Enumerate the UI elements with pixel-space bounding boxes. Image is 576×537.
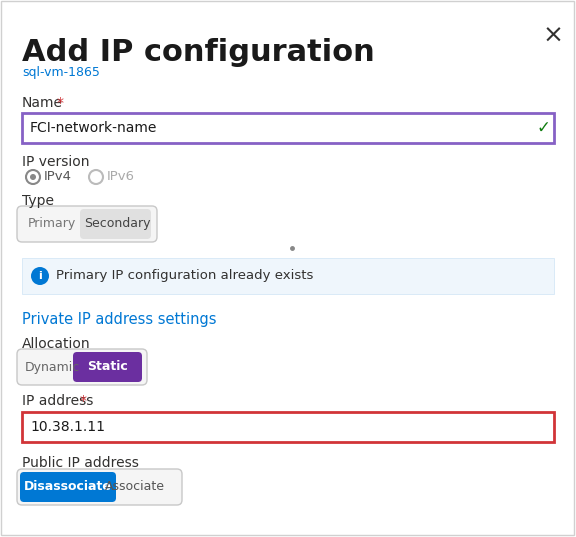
Text: 10.38.1.11: 10.38.1.11 bbox=[30, 420, 105, 434]
Circle shape bbox=[26, 170, 40, 184]
Text: Static: Static bbox=[88, 360, 128, 374]
FancyBboxPatch shape bbox=[80, 209, 151, 239]
Text: *: * bbox=[80, 394, 87, 408]
Text: Type: Type bbox=[22, 194, 54, 208]
Text: IPv4: IPv4 bbox=[44, 171, 72, 184]
Text: Name: Name bbox=[22, 96, 63, 110]
Text: IP address: IP address bbox=[22, 394, 93, 408]
FancyBboxPatch shape bbox=[17, 206, 157, 242]
Text: ✓: ✓ bbox=[536, 119, 550, 137]
FancyBboxPatch shape bbox=[73, 352, 142, 382]
Text: Primary: Primary bbox=[28, 217, 76, 230]
Text: Add IP configuration: Add IP configuration bbox=[22, 38, 375, 67]
Text: Private IP address settings: Private IP address settings bbox=[22, 312, 217, 327]
Circle shape bbox=[31, 267, 49, 285]
Text: Secondary: Secondary bbox=[84, 217, 150, 230]
FancyBboxPatch shape bbox=[22, 258, 554, 294]
Text: IPv6: IPv6 bbox=[107, 171, 135, 184]
Text: sql-vm-1865: sql-vm-1865 bbox=[22, 66, 100, 79]
Text: Associate: Associate bbox=[105, 481, 165, 494]
FancyBboxPatch shape bbox=[20, 472, 116, 502]
Circle shape bbox=[89, 170, 103, 184]
Text: Allocation: Allocation bbox=[22, 337, 90, 351]
Text: ×: × bbox=[543, 24, 563, 48]
Circle shape bbox=[30, 174, 36, 180]
Text: *: * bbox=[57, 96, 64, 110]
Text: FCI-network-name: FCI-network-name bbox=[30, 121, 157, 135]
FancyBboxPatch shape bbox=[22, 412, 554, 442]
Text: i: i bbox=[38, 271, 42, 281]
Text: IP version: IP version bbox=[22, 155, 89, 169]
FancyBboxPatch shape bbox=[22, 113, 554, 143]
Text: Primary IP configuration already exists: Primary IP configuration already exists bbox=[56, 270, 313, 282]
Text: Disassociate: Disassociate bbox=[24, 481, 112, 494]
Text: Public IP address: Public IP address bbox=[22, 456, 139, 470]
Text: Dynamic: Dynamic bbox=[24, 360, 79, 374]
FancyBboxPatch shape bbox=[17, 469, 182, 505]
FancyBboxPatch shape bbox=[17, 349, 147, 385]
